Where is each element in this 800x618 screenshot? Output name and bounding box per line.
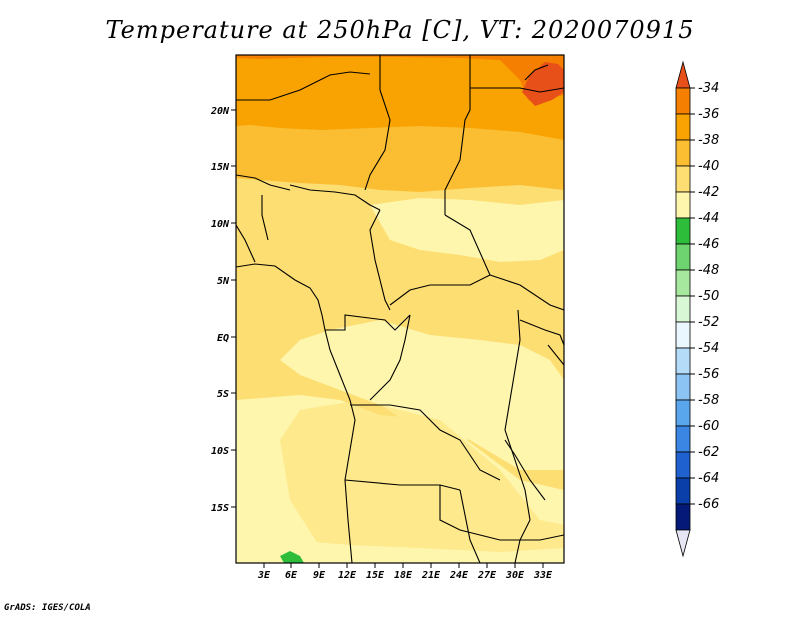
colorbar-label: -40 [698, 159, 719, 174]
colorbar-swatch [675, 477, 691, 505]
colorbar-swatch [675, 139, 691, 167]
colorbar-swatch [675, 191, 691, 219]
colorbar-swatch [675, 217, 691, 245]
lat-label-10s: 10S [211, 446, 229, 457]
colorbar-swatch [675, 373, 691, 401]
lon-label-3e: 3E [257, 570, 271, 581]
lat-label-10n: 10N [211, 219, 230, 230]
lat-label-15n: 15N [211, 162, 230, 173]
band-minus-46 [280, 551, 304, 563]
colorbar-swatch [675, 451, 691, 479]
colorbar-top-triangle [675, 60, 691, 89]
lat-label-15s: 15S [211, 503, 229, 514]
colorbar-label: -34 [698, 81, 719, 96]
colorbar-swatch [675, 165, 691, 193]
colorbar: -34 -36 -38 -40 -42 -44 -46 -48 -50 -52 -54 -56 -58 -… [675, 60, 719, 558]
colorbar-label: -60 [698, 419, 719, 434]
colorbar-label: -48 [698, 263, 719, 278]
colorbar-swatch [675, 425, 691, 453]
colorbar-swatch [675, 399, 691, 427]
pale-zone-north [370, 198, 564, 262]
colorbar-swatch [675, 347, 691, 375]
lat-label-20n: 20N [210, 106, 230, 117]
lon-label-12e: 12E [338, 570, 357, 581]
lon-label-33e: 33E [533, 570, 553, 581]
colorbar-swatch [675, 295, 691, 323]
colorbar-label: -56 [698, 367, 719, 382]
lon-label-6e: 6E [285, 570, 298, 581]
colorbar-swatch [675, 321, 691, 349]
pale-zone-edge [236, 535, 564, 563]
colorbar-swatch [675, 87, 691, 115]
colorbar-label: -46 [698, 237, 719, 252]
lat-label-eq: EQ [217, 333, 229, 344]
lon-label-27e: 27E [477, 570, 497, 581]
lat-axis: 20N 15N 10N 5N EQ 5S 10S 15S [210, 106, 236, 514]
band-minus-38 [236, 55, 564, 140]
colorbar-label: -36 [698, 107, 719, 122]
lon-label-9e: 9E [313, 570, 326, 581]
colorbar-label: -42 [698, 185, 719, 200]
map-frame [235, 54, 565, 564]
lon-axis: 3E 6E 9E 12E 15E 18E 21E 24E 27E 30E 33E [257, 563, 553, 581]
colorbar-label: -54 [698, 341, 719, 356]
pale-zone-center [280, 320, 564, 470]
lon-label-18e: 18E [394, 570, 413, 581]
map-title: Temperature at 250hPa [C], VT: 202007091… [105, 16, 695, 44]
colorbar-label: -44 [698, 211, 719, 226]
colorbar-label: -66 [698, 497, 719, 512]
colorbar-bottom-triangle [675, 529, 691, 558]
lon-label-15e: 15E [366, 570, 385, 581]
colorbar-swatch [675, 269, 691, 297]
colorbar-swatch [675, 503, 691, 531]
lon-label-30e: 30E [505, 570, 525, 581]
lat-label-5n: 5N [217, 276, 230, 287]
lat-label-5s: 5S [217, 389, 229, 400]
lon-label-24e: 24E [449, 570, 469, 581]
colorbar-label: -64 [698, 471, 719, 486]
colorbar-label: -52 [698, 315, 719, 330]
colorbar-label: -58 [698, 393, 719, 408]
colorbar-label: -62 [698, 445, 719, 460]
colorbar-label: -50 [698, 289, 719, 304]
grads-credit: GrADS: IGES/COLA [4, 603, 91, 613]
colorbar-label: -38 [698, 133, 719, 148]
temperature-field [236, 55, 564, 563]
colorbar-swatch [675, 113, 691, 141]
lon-label-21e: 21E [421, 570, 441, 581]
colorbar-swatch [675, 243, 691, 271]
country-borders [236, 55, 564, 563]
